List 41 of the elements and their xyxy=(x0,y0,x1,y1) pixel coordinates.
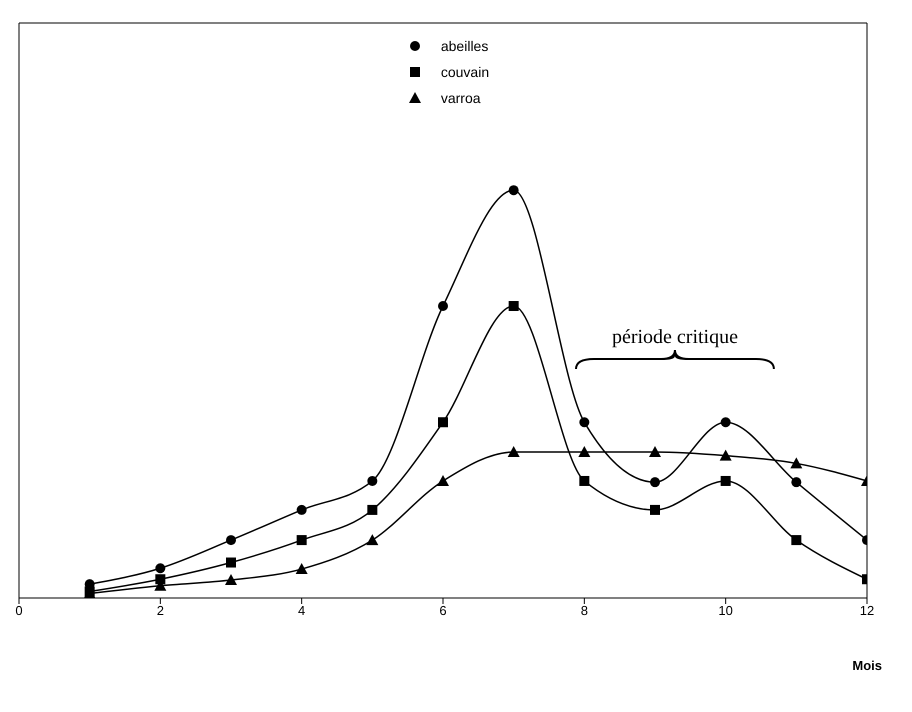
point xyxy=(366,534,378,546)
x-tick-label: 6 xyxy=(439,603,447,618)
point xyxy=(225,574,237,586)
point xyxy=(650,504,660,515)
x-tick-label: 4 xyxy=(298,603,306,618)
point xyxy=(649,446,661,458)
point xyxy=(367,476,378,486)
point xyxy=(720,417,731,428)
point xyxy=(791,535,802,546)
x-axis-title: Mois xyxy=(852,658,882,673)
point xyxy=(296,563,308,574)
x-tick-label: 0 xyxy=(15,603,23,618)
point xyxy=(720,450,732,461)
point xyxy=(578,446,590,458)
point xyxy=(367,504,378,515)
point xyxy=(438,301,448,312)
point xyxy=(226,535,236,546)
point xyxy=(155,574,166,584)
point xyxy=(296,535,307,546)
point xyxy=(650,477,660,488)
point xyxy=(579,417,590,428)
x-tick-label: 8 xyxy=(580,603,588,618)
point xyxy=(508,301,519,312)
annotation: période critique xyxy=(610,326,739,349)
point xyxy=(579,476,590,486)
point xyxy=(790,457,802,468)
legend-label: couvain xyxy=(440,64,490,80)
point xyxy=(438,417,448,428)
legend-label: varroa xyxy=(440,90,481,106)
point xyxy=(437,474,449,486)
point xyxy=(155,563,166,574)
point xyxy=(508,185,519,196)
x-tick-label: 2 xyxy=(156,603,164,618)
x-tick-label: 12 xyxy=(860,603,874,618)
point xyxy=(720,476,731,486)
point xyxy=(791,477,802,488)
legend-label: abeilles xyxy=(440,38,488,54)
point xyxy=(508,446,520,458)
x-tick-label: 10 xyxy=(718,603,733,618)
point xyxy=(226,558,236,568)
point xyxy=(296,504,307,515)
